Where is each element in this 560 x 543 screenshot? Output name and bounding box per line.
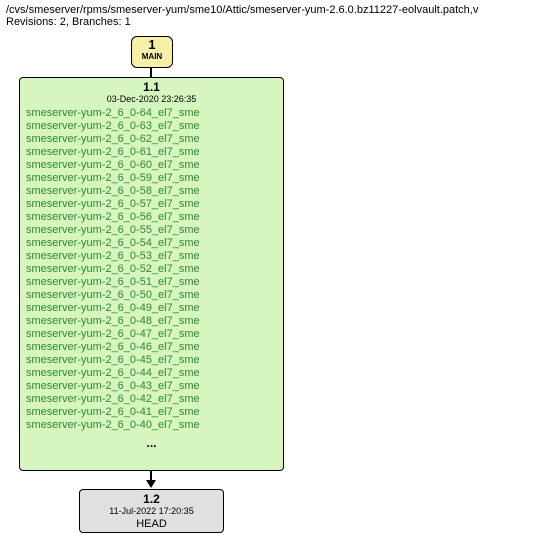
tag-list-ellipsis: ... bbox=[20, 434, 283, 450]
revision-tag: smeserver-yum-2_6_0-54_el7_sme bbox=[26, 237, 277, 250]
revision-tag: smeserver-yum-2_6_0-55_el7_sme bbox=[26, 224, 277, 237]
arrowhead-icon bbox=[146, 480, 156, 488]
revision-tag: smeserver-yum-2_6_0-63_el7_sme bbox=[26, 120, 277, 133]
revision-tag: smeserver-yum-2_6_0-41_el7_sme bbox=[26, 406, 277, 419]
revision-version: 1.2 bbox=[80, 490, 223, 506]
revision-tag: smeserver-yum-2_6_0-50_el7_sme bbox=[26, 289, 277, 302]
root-branch-badge: 1 MAIN bbox=[131, 36, 173, 68]
revision-node-1.2[interactable]: 1.2 11-Jul-2022 17:20:35 HEAD bbox=[79, 489, 224, 533]
revision-tag: smeserver-yum-2_6_0-62_el7_sme bbox=[26, 133, 277, 146]
revision-version: 1.1 bbox=[20, 78, 283, 94]
revision-tag: smeserver-yum-2_6_0-51_el7_sme bbox=[26, 276, 277, 289]
revision-graph: 1 MAIN 1.1 03-Dec-2020 23:26:35 smeserve… bbox=[0, 34, 560, 534]
revision-tag: smeserver-yum-2_6_0-56_el7_sme bbox=[26, 211, 277, 224]
revision-date: 11-Jul-2022 17:20:35 bbox=[80, 506, 223, 518]
revision-tag: smeserver-yum-2_6_0-43_el7_sme bbox=[26, 380, 277, 393]
revision-tag: smeserver-yum-2_6_0-57_el7_sme bbox=[26, 198, 277, 211]
revision-tag: smeserver-yum-2_6_0-40_el7_sme bbox=[26, 419, 277, 432]
head-label: HEAD bbox=[80, 518, 223, 532]
revision-tag: smeserver-yum-2_6_0-42_el7_sme bbox=[26, 393, 277, 406]
revision-tag: smeserver-yum-2_6_0-61_el7_sme bbox=[26, 146, 277, 159]
revision-date: 03-Dec-2020 23:26:35 bbox=[20, 94, 283, 106]
connector-root-to-main bbox=[150, 67, 152, 77]
revision-node-1.1[interactable]: 1.1 03-Dec-2020 23:26:35 smeserver-yum-2… bbox=[19, 77, 284, 471]
revision-tag-list: smeserver-yum-2_6_0-64_el7_smesmeserver-… bbox=[20, 106, 283, 434]
revision-tag: smeserver-yum-2_6_0-44_el7_sme bbox=[26, 367, 277, 380]
revision-tag: smeserver-yum-2_6_0-60_el7_sme bbox=[26, 159, 277, 172]
root-badge-label: MAIN bbox=[132, 52, 172, 61]
revision-tag: smeserver-yum-2_6_0-47_el7_sme bbox=[26, 328, 277, 341]
revision-tag: smeserver-yum-2_6_0-53_el7_sme bbox=[26, 250, 277, 263]
revision-tag: smeserver-yum-2_6_0-45_el7_sme bbox=[26, 354, 277, 367]
revisions-summary: Revisions: 2, Branches: 1 bbox=[0, 16, 560, 34]
revision-tag: smeserver-yum-2_6_0-49_el7_sme bbox=[26, 302, 277, 315]
file-path: /cvs/smeserver/rpms/smeserver-yum/sme10/… bbox=[0, 0, 560, 16]
revision-tag: smeserver-yum-2_6_0-64_el7_sme bbox=[26, 107, 277, 120]
root-badge-num: 1 bbox=[132, 37, 172, 52]
revision-tag: smeserver-yum-2_6_0-46_el7_sme bbox=[26, 341, 277, 354]
revision-tag: smeserver-yum-2_6_0-52_el7_sme bbox=[26, 263, 277, 276]
revision-tag: smeserver-yum-2_6_0-59_el7_sme bbox=[26, 172, 277, 185]
revision-tag: smeserver-yum-2_6_0-58_el7_sme bbox=[26, 185, 277, 198]
revision-tag: smeserver-yum-2_6_0-48_el7_sme bbox=[26, 315, 277, 328]
